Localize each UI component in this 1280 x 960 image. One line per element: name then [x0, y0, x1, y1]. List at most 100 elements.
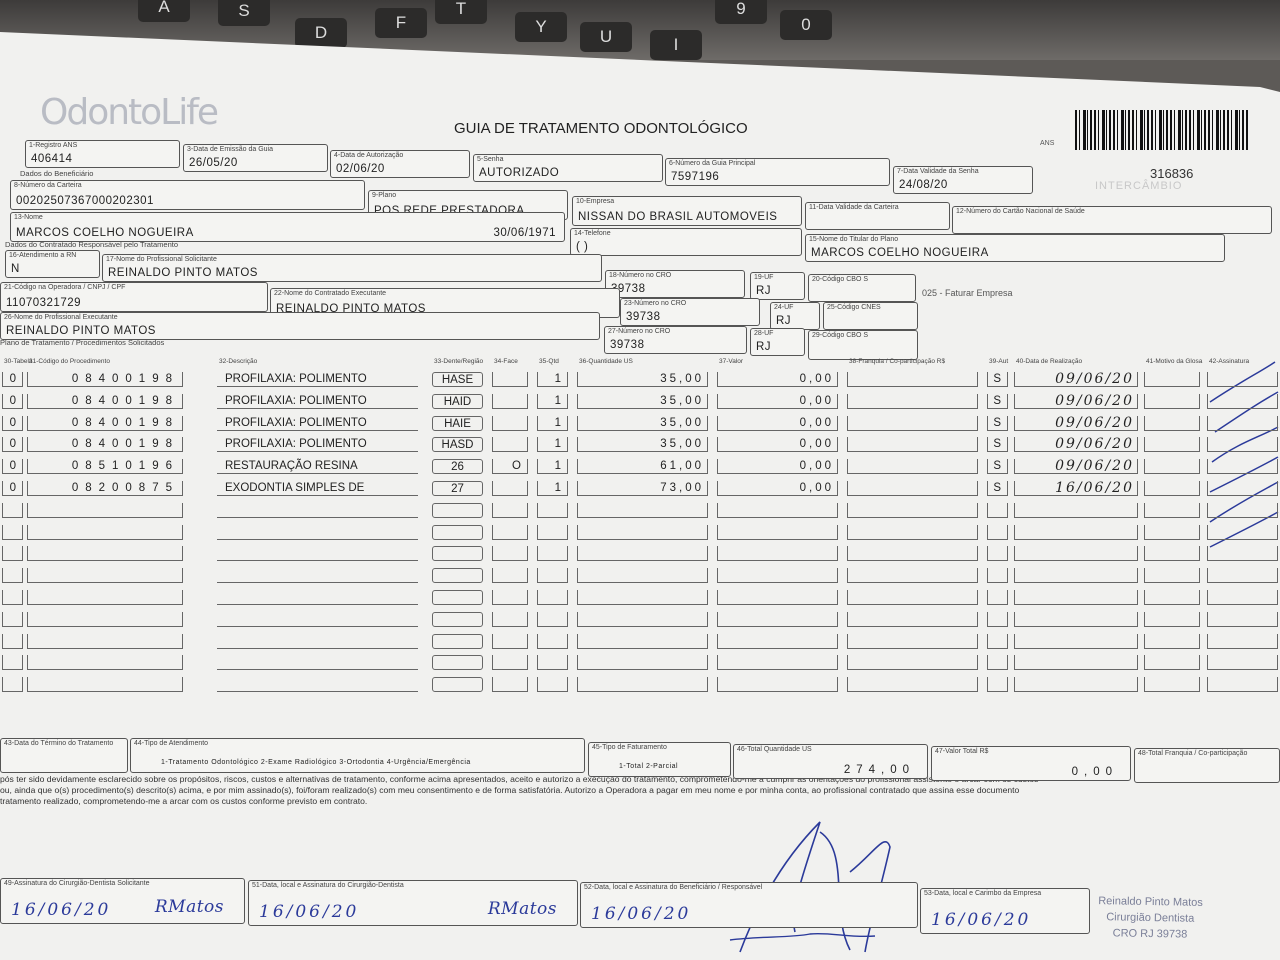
field-label: 4-Data de Autorização	[334, 152, 404, 159]
table-cell	[1207, 372, 1278, 387]
table-cell	[577, 633, 708, 649]
field-value: REINALDO PINTO MATOS	[108, 267, 258, 279]
field-label: 23-Número no CRO	[624, 300, 687, 307]
field-label: 13-Nome	[14, 214, 43, 221]
consent-line: ou, ainda que o(s) procedimento(s) descr…	[0, 785, 1020, 795]
barcode-bar	[1155, 110, 1156, 150]
barcode-bar	[1075, 110, 1077, 150]
stamp-line: CRO RJ 39738	[1112, 927, 1188, 941]
table-cell	[27, 568, 183, 584]
table-cell	[1144, 546, 1200, 562]
barcode-bar	[1109, 110, 1111, 150]
keyboard-key: T	[435, 0, 487, 24]
table-cell: 1	[537, 372, 568, 387]
form-field: 23-Número no CRO 39738	[620, 298, 760, 326]
table-cell	[847, 633, 978, 649]
table-cell: S	[987, 372, 1008, 387]
column-header: 33-Dente/Região	[434, 358, 484, 365]
barcode-bar	[1132, 110, 1134, 150]
table-cell: 09/06/20	[1014, 459, 1138, 475]
table-cell	[1207, 568, 1278, 584]
form-field: 12-Número do Cartão Nacional de Saúde	[952, 206, 1272, 234]
barcode-bar	[1204, 110, 1206, 150]
table-cell: HAIE	[432, 415, 483, 431]
table-cell	[537, 502, 568, 518]
table-cell: PROFILAXIA: POLIMENTO	[217, 437, 418, 453]
table-cell	[987, 502, 1008, 518]
barcode-bar	[1220, 110, 1221, 150]
field-label: 8-Número da Carteira	[14, 182, 82, 189]
table-cell	[492, 502, 528, 518]
field-label: 29-Código CBO S	[812, 332, 869, 339]
table-cell	[847, 546, 978, 562]
table-cell	[2, 611, 23, 627]
field-value: NISSAN DO BRASIL AUTOMOVEIS	[578, 211, 778, 223]
field-label: 7-Data Validade da Senha	[897, 168, 979, 175]
column-header: 42-Assinatura	[1209, 358, 1250, 365]
barcode-bar	[1189, 110, 1191, 150]
table-cell	[717, 677, 838, 693]
form-field: 10-Empresa NISSAN DO BRASIL AUTOMOVEIS	[572, 196, 802, 226]
barcode-bar	[1159, 110, 1162, 150]
barcode-bar	[1216, 110, 1219, 150]
field-label: 12-Número do Cartão Nacional de Saúde	[956, 208, 1085, 215]
keyboard-key: 9	[715, 0, 767, 24]
section-label: Dados do Contratado Responsável pelo Tra…	[5, 240, 179, 249]
table-cell	[577, 546, 708, 562]
keyboard-key: Y	[515, 12, 567, 42]
table-cell	[492, 633, 528, 649]
table-cell: EXODONTIA SIMPLES DE	[217, 481, 418, 496]
table-cell	[492, 415, 528, 431]
table-cell	[1014, 546, 1138, 562]
table-cell: 08400198	[27, 415, 183, 431]
table-cell	[1207, 459, 1278, 475]
table-cell	[1144, 590, 1200, 605]
section-label: Plano de Tratamento / Procedimentos Soli…	[0, 338, 165, 347]
barcode-bar	[1090, 110, 1092, 150]
field-label: 20-Código CBO S	[812, 276, 869, 283]
field-label: 15-Nome do Titular do Plano	[809, 236, 899, 243]
table-cell	[537, 633, 568, 649]
field-value: N	[11, 263, 20, 275]
table-cell: 08200875	[27, 481, 183, 496]
barcode-bar	[1113, 110, 1115, 150]
barcode-bar	[1246, 110, 1248, 150]
total-field: 43-Data do Término do Tratamento	[0, 738, 128, 773]
form-field: 8-Número da Carteira 00202507367000202301	[10, 180, 365, 210]
column-header: 38-Franquia / Co-participação R$	[849, 358, 946, 365]
table-cell	[577, 590, 708, 605]
field-label: 14-Telefone	[574, 230, 611, 237]
table-cell	[537, 655, 568, 671]
table-cell: 1	[537, 481, 568, 496]
consent-text: pós ter sido devidamente esclarecido sob…	[0, 774, 1280, 807]
barcode-bar	[1185, 110, 1187, 150]
form-field: 28-UF RJ	[750, 328, 805, 356]
barcode-bar	[1208, 110, 1210, 150]
field-value: 26/05/20	[189, 157, 238, 169]
table-cell: 0	[2, 415, 23, 431]
table-cell: 73,00	[577, 481, 708, 496]
column-header: 41-Motivo da Glosa	[1146, 358, 1203, 365]
field-value: 39738	[610, 339, 645, 351]
table-cell	[2, 677, 23, 693]
total-field: 44-Tipo de Atendimento 1-Tratamento Odont…	[130, 738, 585, 773]
column-header: 30-Tabela	[4, 358, 33, 365]
form-field: 6-Número da Guia Principal 7597196	[665, 158, 890, 186]
field-label: 22-Nome do Contratado Executante	[274, 290, 387, 297]
table-cell	[27, 677, 183, 693]
table-cell: O	[492, 459, 528, 475]
table-cell	[217, 655, 418, 671]
table-cell: 08510196	[27, 459, 183, 475]
signature-date: 16/06/20	[11, 900, 112, 920]
table-cell	[577, 611, 708, 627]
table-cell	[847, 590, 978, 605]
form-field: 7-Data Validade da Senha 24/08/20	[893, 166, 1033, 194]
table-cell	[987, 611, 1008, 627]
table-cell: 09/06/20	[1014, 393, 1138, 409]
table-cell: S	[987, 393, 1008, 409]
table-cell: 1	[537, 437, 568, 453]
barcode-bar	[1128, 110, 1130, 150]
table-cell	[1207, 655, 1278, 671]
field-label: 25-Código CNES	[827, 304, 881, 311]
form-field: 20-Código CBO S	[808, 274, 916, 302]
